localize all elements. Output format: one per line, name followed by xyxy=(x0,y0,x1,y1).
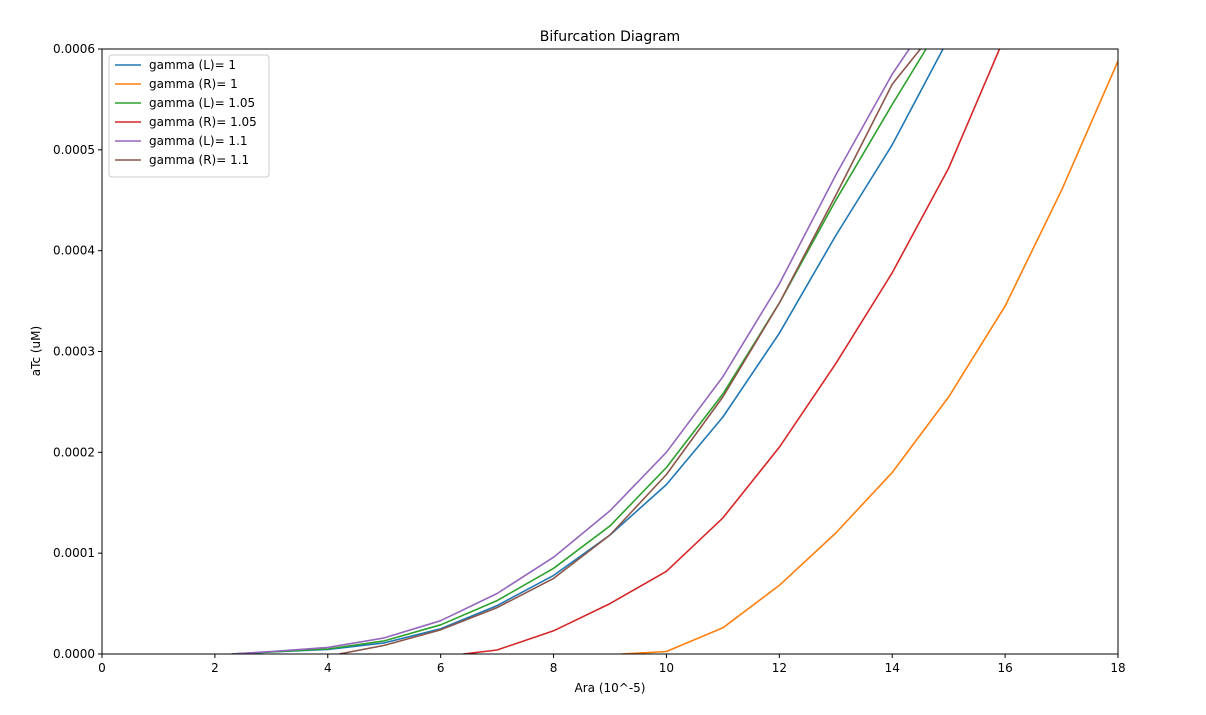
series-layer xyxy=(231,49,1118,654)
x-tick-label: 18 xyxy=(1110,661,1125,675)
x-axis-label: Ara (10^-5) xyxy=(575,681,646,695)
y-axis-label: aTc (uM) xyxy=(29,326,43,376)
legend-entry-label: gamma (R)= 1.1 xyxy=(149,153,249,167)
series-line-6 xyxy=(338,49,922,654)
series-line-4 xyxy=(463,49,1001,654)
series-line-1 xyxy=(231,49,944,654)
legend-entry-label: gamma (L)= 1.05 xyxy=(149,96,255,110)
legend-entry-label: gamma (R)= 1.05 xyxy=(149,115,257,129)
legend: gamma (L)= 1 gamma (R)= 1 gamma (L)= 1.05 g… xyxy=(108,54,270,178)
x-tick-label: 0 xyxy=(98,661,106,675)
y-tick-label: 0.0000 xyxy=(53,647,95,661)
y-axis: 0.0000 0.0001 0.0002 0.0003 0.0004 0.0005 0.00… xyxy=(53,42,102,661)
y-tick-label: 0.0001 xyxy=(53,546,95,560)
series-line-2 xyxy=(621,60,1118,654)
chart-title: Bifurcation Diagram xyxy=(540,29,680,45)
legend-box xyxy=(108,54,270,178)
x-tick-label: 16 xyxy=(997,661,1012,675)
legend-entry-label: gamma (L)= 1 xyxy=(149,58,236,72)
series-line-5 xyxy=(231,49,910,654)
x-tick-label: 12 xyxy=(772,661,787,675)
x-tick-label: 4 xyxy=(324,661,332,675)
legend-entry-label: gamma (L)= 1.1 xyxy=(149,134,248,148)
x-tick-label: 10 xyxy=(659,661,674,675)
x-tick-label: 2 xyxy=(211,661,219,675)
series-line-3 xyxy=(231,49,927,654)
legend-entry-label: gamma (R)= 1 xyxy=(149,77,238,91)
x-tick-label: 8 xyxy=(550,661,558,675)
y-tick-label: 0.0006 xyxy=(53,42,95,56)
y-tick-label: 0.0004 xyxy=(53,244,95,258)
y-tick-label: 0.0002 xyxy=(53,445,95,459)
x-tick-label: 14 xyxy=(885,661,900,675)
y-tick-label: 0.0005 xyxy=(53,143,95,157)
x-axis: 0 2 4 6 8 10 12 14 16 18 xyxy=(98,654,1126,675)
x-tick-label: 6 xyxy=(437,661,445,675)
y-tick-label: 0.0003 xyxy=(53,345,95,359)
